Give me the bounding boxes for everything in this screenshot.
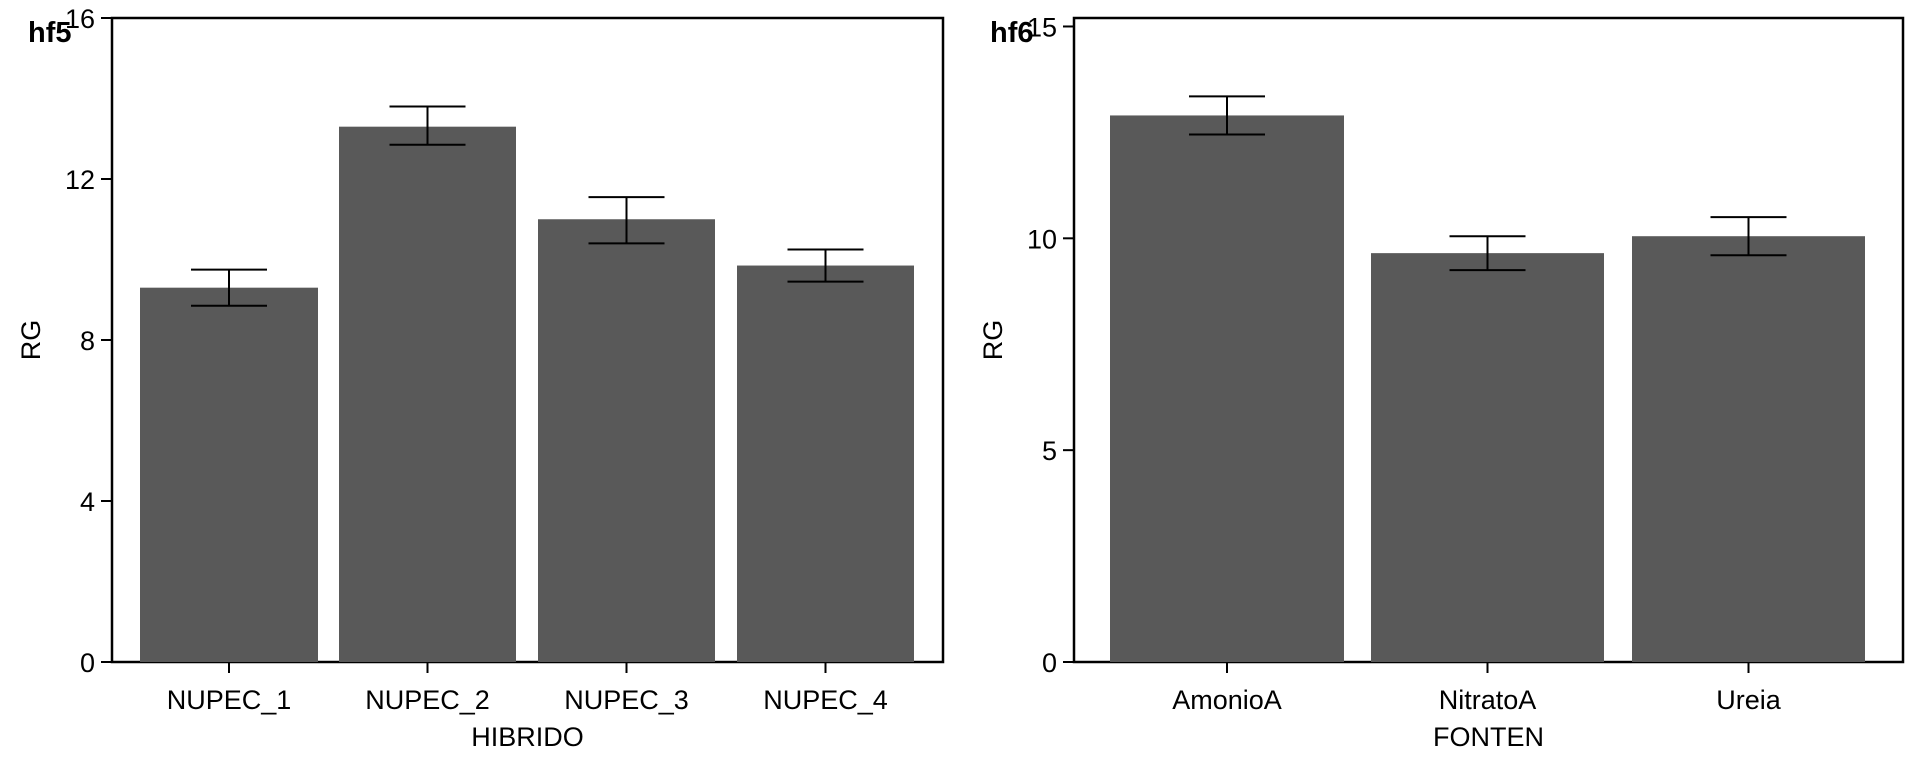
y-tick-label: 12 (65, 165, 95, 195)
panel-tag: hf5 (28, 17, 72, 49)
bar-ureia (1632, 236, 1865, 662)
y-tick-label: 10 (1027, 224, 1057, 254)
x-tick-label: NUPEC_3 (564, 685, 689, 715)
bar-amonioa (1110, 115, 1344, 662)
y-axis-title: RG (978, 320, 1008, 361)
bar-nupec-2 (339, 126, 516, 663)
y-axis-title: RG (16, 320, 46, 361)
bar-nitratoa (1371, 253, 1604, 663)
bar-nupec-1 (140, 287, 318, 662)
x-tick-label: Ureia (1716, 685, 1782, 715)
x-tick-label: NitratoA (1439, 685, 1537, 715)
y-tick-label: 0 (1042, 648, 1057, 678)
x-tick-label: NUPEC_1 (167, 685, 292, 715)
x-tick-label: AmonioA (1172, 685, 1282, 715)
x-axis-title: FONTEN (1433, 722, 1544, 752)
y-tick-label: 5 (1042, 436, 1057, 466)
y-tick-label: 16 (65, 4, 95, 34)
y-tick-label: 0 (80, 648, 95, 678)
y-tick-label: 4 (80, 487, 95, 517)
y-tick-label: 15 (1027, 12, 1057, 42)
x-tick-label: NUPEC_4 (763, 685, 888, 715)
y-tick-label: 8 (80, 326, 95, 356)
panel-tag: hf6 (990, 17, 1034, 49)
bar-nupec-3 (538, 219, 715, 662)
bar-nupec-4 (737, 265, 914, 662)
x-axis-title: HIBRIDO (471, 722, 584, 752)
x-tick-label: NUPEC_2 (365, 685, 490, 715)
